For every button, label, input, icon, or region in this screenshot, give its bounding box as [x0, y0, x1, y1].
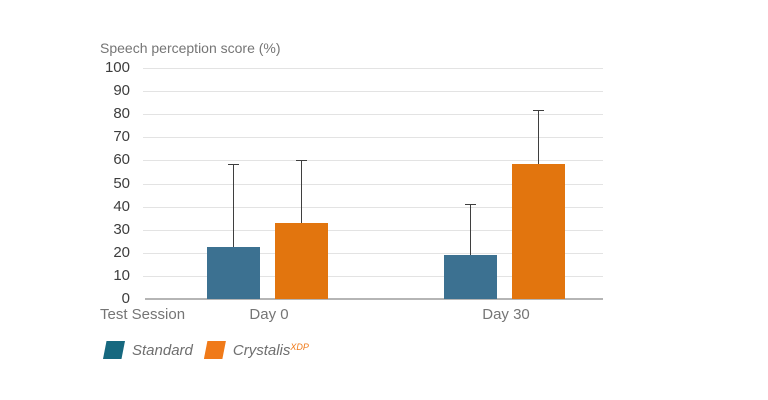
gridline — [143, 91, 603, 93]
error-bar — [301, 160, 302, 223]
error-bar-cap — [227, 163, 239, 165]
y-tick-label: 90 — [113, 82, 130, 100]
x-axis-line — [145, 298, 603, 300]
error-bar — [233, 163, 234, 248]
y-tick-label: 10 — [113, 266, 130, 284]
legend-label-standard: Standard — [132, 341, 193, 359]
gridline — [143, 252, 603, 254]
legend-item-crystalis: CrystalisXDP — [203, 341, 309, 359]
gridline — [143, 160, 603, 162]
bar-day0-standard — [206, 247, 260, 299]
x-axis-label-day30: Day 30 — [482, 306, 530, 323]
y-tick-label: 0 — [121, 290, 130, 307]
y-tick-label: 40 — [113, 197, 130, 215]
gridline — [143, 137, 603, 139]
legend-item-standard: Standard — [103, 341, 193, 359]
gridline — [143, 206, 603, 208]
y-tick-label: 50 — [113, 174, 130, 192]
x-axis-title: Test Session — [100, 306, 186, 323]
y-tick-label: 30 — [113, 220, 130, 238]
gridline — [143, 183, 603, 185]
gridline — [143, 114, 603, 116]
error-bar-cap — [464, 204, 476, 206]
legend-superscript: XDP — [290, 341, 309, 352]
y-tick-label: 100 — [104, 59, 130, 76]
legend-swatch-crystalis-icon — [203, 341, 226, 359]
y-tick-label: 60 — [113, 151, 130, 169]
plot-area — [143, 68, 603, 300]
y-tick-label: 20 — [113, 243, 130, 261]
gridline — [143, 275, 603, 277]
error-bar-cap — [295, 160, 307, 162]
y-tick-label: 80 — [113, 105, 130, 123]
gridline — [143, 229, 603, 231]
bar-day30-standard — [443, 255, 497, 299]
chart-title: Speech perception score (%) — [100, 40, 281, 56]
bar-day30-crystalis — [511, 163, 565, 299]
legend-label-crystalis: CrystalisXDP — [232, 341, 309, 359]
x-axis-label-day0: Day 0 — [249, 306, 289, 323]
y-tick-label: 70 — [113, 128, 130, 146]
legend-swatch-standard-icon — [103, 341, 125, 359]
error-bar-cap — [532, 109, 544, 111]
gridline — [143, 68, 603, 69]
error-bar — [538, 109, 539, 164]
bar-day0-crystalis — [274, 222, 328, 299]
error-bar — [470, 204, 471, 256]
legend: Standard CrystalisXDP — [103, 341, 309, 359]
